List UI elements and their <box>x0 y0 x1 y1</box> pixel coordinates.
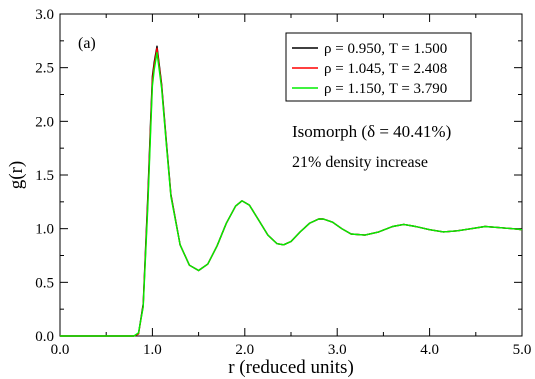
y-tick-label: 0.5 <box>35 275 54 291</box>
y-tick-label: 1.5 <box>35 168 54 184</box>
y-tick-label: 0.0 <box>35 329 54 345</box>
legend-label-2: ρ = 1.045, T = 2.408 <box>324 61 447 77</box>
tick-marks <box>59 13 523 337</box>
legend-label-1: ρ = 0.950, T = 1.500 <box>324 41 447 57</box>
y-axis-title: g(r) <box>6 161 27 189</box>
x-tick-label: 1.0 <box>143 342 162 358</box>
series-line-3 <box>60 51 523 337</box>
annotation-isomorph: Isomorph (δ = 40.41%) <box>292 122 451 141</box>
y-tick-label: 2.0 <box>35 114 54 130</box>
x-tick-label: 5.0 <box>513 342 532 358</box>
panel-label: (a) <box>78 35 96 52</box>
x-axis-title: r (reduced units) <box>228 357 354 378</box>
legend-box <box>285 32 472 102</box>
x-tick-label: 4.0 <box>420 342 439 358</box>
x-tick-label: 2.0 <box>235 342 254 358</box>
series-lines <box>60 45 523 337</box>
y-tick-label: 3.0 <box>35 7 54 23</box>
legend: ρ = 0.950, T = 1.500 ρ = 1.045, T = 2.408… <box>292 41 447 97</box>
tick-labels: 0.0 1.0 2.0 3.0 4.0 5.0 0.0 0.5 1.0 1.5 2.0 2.5 3.0 <box>35 7 531 358</box>
x-tick-label: 0.0 <box>51 342 70 358</box>
y-tick-label: 1.0 <box>35 222 54 238</box>
legend-label-3: ρ = 1.150, T = 3.790 <box>324 81 447 97</box>
annotation-density: 21% density increase <box>292 154 428 171</box>
y-tick-label: 2.5 <box>35 61 54 77</box>
x-tick-label: 3.0 <box>328 342 347 358</box>
